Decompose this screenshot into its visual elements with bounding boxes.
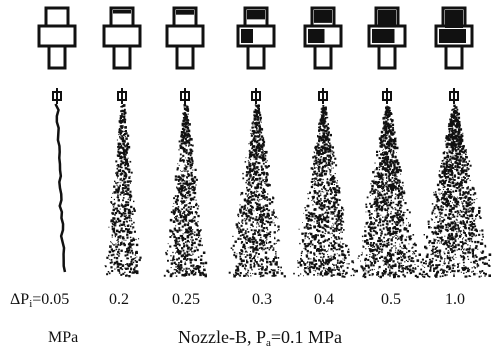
spray-plume-icon bbox=[420, 105, 491, 278]
nozzle-icon bbox=[305, 8, 341, 104]
nozzle-icon bbox=[39, 8, 75, 104]
unit-label-left: MPa bbox=[48, 329, 78, 347]
caption-p-value: =0.1 bbox=[271, 327, 304, 347]
pressure-label-2: 0.25 bbox=[172, 291, 200, 309]
delta-p-equals: = bbox=[32, 291, 41, 308]
pressure-label-0: ΔPi=0.05 bbox=[10, 291, 69, 313]
nozzle-icon bbox=[369, 8, 405, 104]
pressure-label-3: 0.3 bbox=[252, 291, 272, 309]
figure-caption: Nozzle-B, Pa=0.1 MPa bbox=[178, 327, 342, 353]
spray-plume-icon bbox=[56, 104, 65, 272]
spray-plume-icon bbox=[229, 104, 286, 277]
pressure-label-6: 1.0 bbox=[445, 291, 465, 309]
spray-plume-icon bbox=[352, 106, 425, 279]
spray-plume-icon bbox=[293, 105, 354, 278]
nozzle-icon bbox=[104, 8, 140, 104]
nozzle-icon bbox=[436, 8, 472, 104]
caption-unit: MPa bbox=[308, 327, 342, 347]
caption-nozzle: Nozzle-B, bbox=[178, 327, 251, 347]
spray-plume-icon bbox=[105, 104, 142, 277]
delta-p-symbol: ΔP bbox=[10, 291, 29, 308]
pressure-label-5: 0.5 bbox=[381, 291, 401, 309]
pressure-label-4: 0.4 bbox=[314, 291, 334, 309]
nozzle-icon bbox=[167, 8, 203, 104]
pressure-value-0: 0.05 bbox=[41, 291, 69, 308]
spray-plume-icon bbox=[164, 104, 207, 277]
pressure-label-1: 0.2 bbox=[109, 291, 129, 309]
caption-p-symbol: P bbox=[256, 327, 266, 347]
nozzle-icon bbox=[238, 8, 274, 104]
